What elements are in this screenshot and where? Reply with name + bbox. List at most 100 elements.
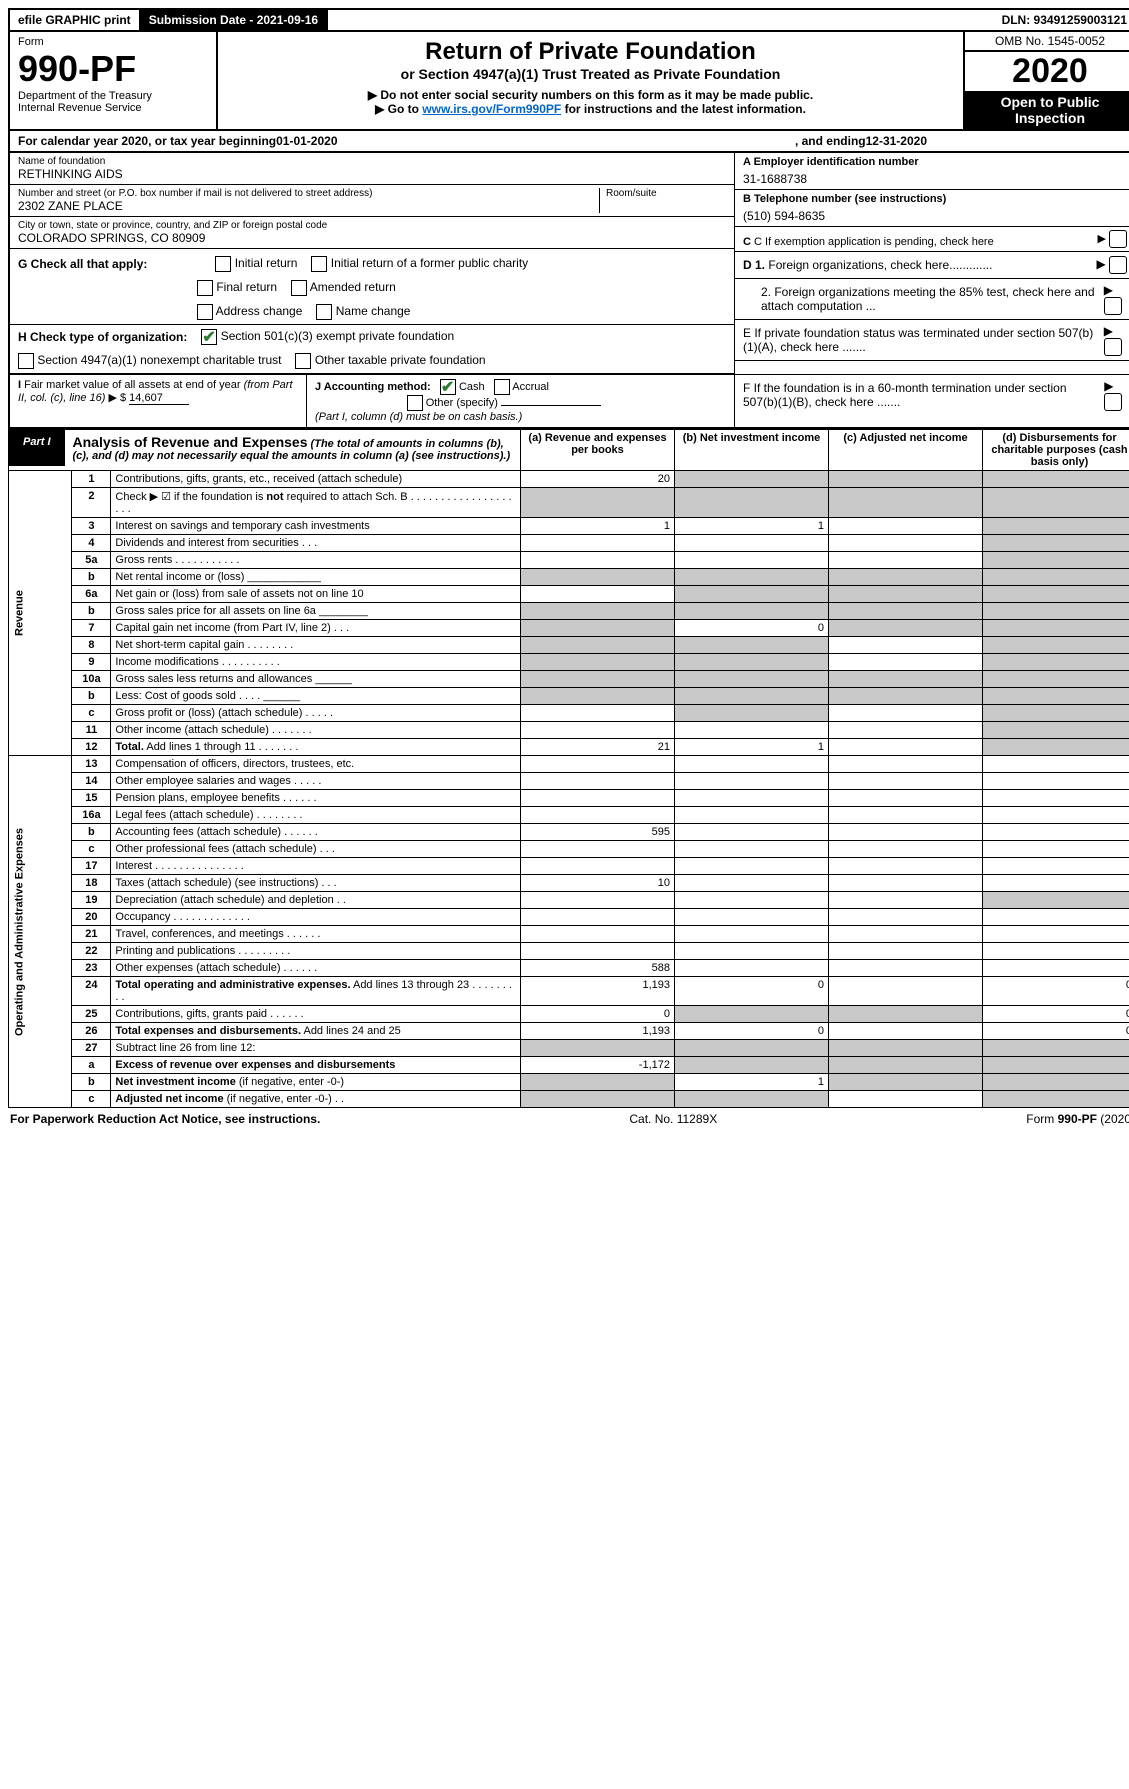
j-section: J Accounting method: Cash Accrual Other …: [307, 375, 734, 427]
table-row: 14Other employee salaries and wages . . …: [9, 773, 1129, 790]
cell-a: 1,193: [521, 977, 675, 1006]
d2-checkbox[interactable]: [1104, 297, 1122, 315]
tax-year: 2020: [965, 52, 1129, 91]
line-number: 17: [72, 858, 111, 875]
cell-b: [675, 756, 829, 773]
d2-label: 2. Foreign organizations meeting the 85%…: [743, 285, 1104, 313]
table-row: 23Other expenses (attach schedule) . . .…: [9, 960, 1129, 977]
line-desc: Adjusted net income (if negative, enter …: [111, 1091, 521, 1108]
f-checkbox[interactable]: [1104, 393, 1122, 411]
line-number: c: [72, 1091, 111, 1108]
table-row: cOther professional fees (attach schedul…: [9, 841, 1129, 858]
cash-checkbox[interactable]: [440, 379, 456, 395]
cell-b: [675, 705, 829, 722]
line-desc: Occupancy . . . . . . . . . . . . .: [111, 909, 521, 926]
omb-number: OMB No. 1545-0052: [965, 32, 1129, 52]
cell-a: 1: [521, 518, 675, 535]
name-change-checkbox[interactable]: [316, 304, 332, 320]
cell-b: [675, 1006, 829, 1023]
cell-c: [829, 603, 983, 620]
line-desc: Net investment income (if negative, ente…: [111, 1074, 521, 1091]
cell-c: [829, 807, 983, 824]
address-change-checkbox[interactable]: [197, 304, 213, 320]
cell-d: [983, 705, 1129, 722]
initial-return-checkbox[interactable]: [215, 256, 231, 272]
other-method-checkbox[interactable]: [407, 395, 423, 411]
line-desc: Subtract line 26 from line 12:: [111, 1040, 521, 1057]
4947a1-checkbox[interactable]: [18, 353, 34, 369]
addr-label: Number and street (or P.O. box number if…: [18, 188, 599, 199]
line-number: b: [72, 1074, 111, 1091]
irs-link[interactable]: www.irs.gov/Form990PF: [422, 102, 561, 116]
cell-b: [675, 909, 829, 926]
cell-b: [675, 1057, 829, 1074]
cell-a: [521, 488, 675, 518]
cell-c: [829, 773, 983, 790]
i-section: I Fair market value of all assets at end…: [10, 375, 307, 427]
table-row: 15Pension plans, employee benefits . . .…: [9, 790, 1129, 807]
col-d-header: (d) Disbursements for charitable purpose…: [983, 430, 1129, 471]
cell-d: [983, 739, 1129, 756]
cell-d: [983, 586, 1129, 603]
cell-d: [983, 1040, 1129, 1057]
line-desc: Interest . . . . . . . . . . . . . . .: [111, 858, 521, 875]
cell-a: [521, 756, 675, 773]
cell-a: [521, 671, 675, 688]
table-row: 4Dividends and interest from securities …: [9, 535, 1129, 552]
line-desc: Less: Cost of goods sold . . . . ______: [111, 688, 521, 705]
cell-d: [983, 688, 1129, 705]
open-to-public: Open to Public Inspection: [965, 91, 1129, 129]
cell-b: [675, 688, 829, 705]
part1-tab: Part I: [9, 430, 65, 466]
line-number: 21: [72, 926, 111, 943]
cell-c: [829, 1040, 983, 1057]
final-return-checkbox[interactable]: [197, 280, 213, 296]
initial-public-checkbox[interactable]: [311, 256, 327, 272]
line-desc: Net rental income or (loss) ____________: [111, 569, 521, 586]
table-row: 22Printing and publications . . . . . . …: [9, 943, 1129, 960]
line-number: 4: [72, 535, 111, 552]
line-number: 25: [72, 1006, 111, 1023]
line-desc: Other expenses (attach schedule) . . . .…: [111, 960, 521, 977]
table-row: aExcess of revenue over expenses and dis…: [9, 1057, 1129, 1074]
line-number: 23: [72, 960, 111, 977]
cell-a: [521, 807, 675, 824]
cell-c: [829, 620, 983, 637]
cell-b: [675, 488, 829, 518]
line-number: 20: [72, 909, 111, 926]
cell-c: [829, 1057, 983, 1074]
cell-d: 0: [983, 977, 1129, 1006]
table-row: 17Interest . . . . . . . . . . . . . . .: [9, 858, 1129, 875]
table-row: Revenue1Contributions, gifts, grants, et…: [9, 471, 1129, 488]
cell-b: [675, 552, 829, 569]
part1-title: Analysis of Revenue and Expenses (The to…: [65, 430, 520, 466]
cell-b: [675, 824, 829, 841]
footer-left: For Paperwork Reduction Act Notice, see …: [10, 1112, 320, 1126]
e-checkbox[interactable]: [1104, 338, 1122, 356]
exemption-pending-checkbox[interactable]: [1109, 230, 1127, 248]
table-row: 18Taxes (attach schedule) (see instructi…: [9, 875, 1129, 892]
cell-c: [829, 756, 983, 773]
ein-label: A Employer identification number: [743, 156, 1127, 168]
d1-checkbox[interactable]: [1109, 256, 1127, 274]
other-taxable-checkbox[interactable]: [295, 353, 311, 369]
line-number: 6a: [72, 586, 111, 603]
cell-a: [521, 1040, 675, 1057]
exemption-pending-label: C C If exemption application is pending,…: [743, 236, 994, 248]
table-row: 21Travel, conferences, and meetings . . …: [9, 926, 1129, 943]
line-desc: Taxes (attach schedule) (see instruction…: [111, 875, 521, 892]
table-row: 10aGross sales less returns and allowanc…: [9, 671, 1129, 688]
line-desc: Compensation of officers, directors, tru…: [111, 756, 521, 773]
cell-a: 588: [521, 960, 675, 977]
amended-return-checkbox[interactable]: [291, 280, 307, 296]
line-desc: Excess of revenue over expenses and disb…: [111, 1057, 521, 1074]
form-subtitle: or Section 4947(a)(1) Trust Treated as P…: [228, 66, 953, 82]
501c3-checkbox[interactable]: [201, 329, 217, 345]
table-row: cGross profit or (loss) (attach schedule…: [9, 705, 1129, 722]
accrual-checkbox[interactable]: [494, 379, 510, 395]
line-desc: Interest on savings and temporary cash i…: [111, 518, 521, 535]
table-row: 20Occupancy . . . . . . . . . . . . .: [9, 909, 1129, 926]
line-number: 22: [72, 943, 111, 960]
cell-c: [829, 586, 983, 603]
line-number: 16a: [72, 807, 111, 824]
